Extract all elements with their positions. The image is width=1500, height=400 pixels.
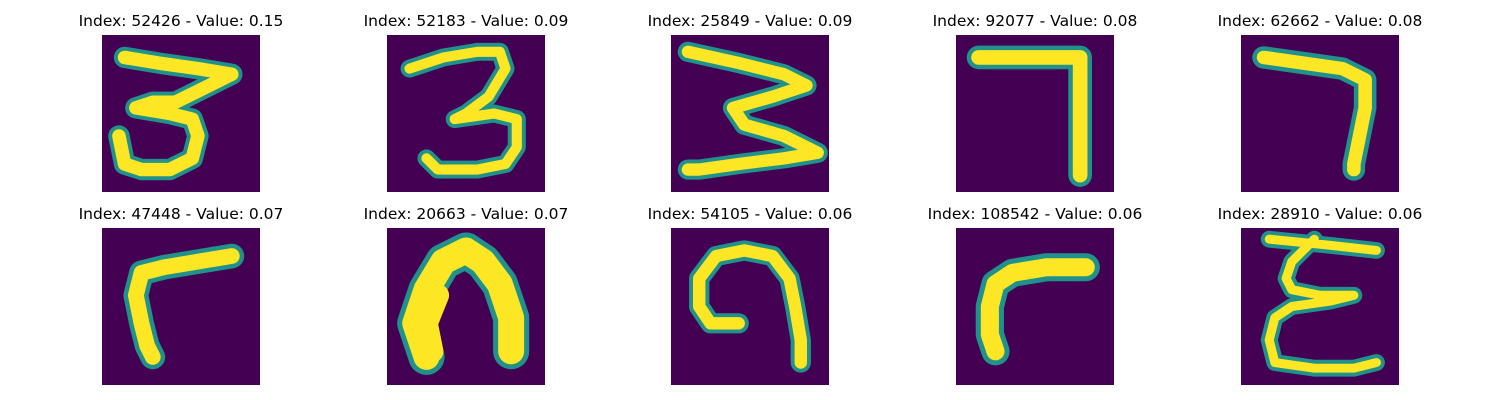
curl-glyph bbox=[689, 240, 811, 373]
digit-image bbox=[671, 35, 829, 192]
digit-7-rotated-glyph bbox=[975, 253, 1100, 366]
digit-3-sideways-glyph bbox=[677, 41, 828, 180]
digit-image bbox=[102, 35, 260, 192]
panel-title: Index: 28910 - Value: 0.06 bbox=[1217, 205, 1423, 223]
panel-title: Index: 54105 - Value: 0.06 bbox=[647, 205, 853, 223]
digit-e-glyph bbox=[1260, 230, 1385, 377]
panel-title: Index: 52426 - Value: 0.15 bbox=[78, 12, 284, 30]
panel-title: Index: 92077 - Value: 0.08 bbox=[932, 12, 1138, 30]
digit-7-glyph bbox=[966, 45, 1092, 187]
panel-title: Index: 62662 - Value: 0.08 bbox=[1217, 12, 1423, 30]
panel-title: Index: 20663 - Value: 0.07 bbox=[363, 205, 569, 223]
panel-title: Index: 47448 - Value: 0.07 bbox=[78, 205, 284, 223]
digit-image bbox=[102, 228, 260, 385]
digit-image bbox=[1241, 35, 1399, 192]
digit-image bbox=[1241, 228, 1399, 385]
digit-7-rotated-glyph bbox=[123, 243, 245, 370]
digit-image bbox=[387, 35, 545, 192]
digit-3-glyph bbox=[108, 46, 243, 181]
digit-image bbox=[387, 228, 545, 385]
panel-title: Index: 108542 - Value: 0.06 bbox=[927, 205, 1143, 223]
digit-image bbox=[671, 228, 829, 385]
arch-glyph bbox=[397, 232, 530, 375]
digit-7-glyph bbox=[1252, 46, 1377, 181]
panel-title: Index: 25849 - Value: 0.09 bbox=[647, 12, 853, 30]
digit-image bbox=[956, 228, 1114, 385]
digit-3-glyph bbox=[400, 42, 526, 179]
panel-title: Index: 52183 - Value: 0.09 bbox=[363, 12, 569, 30]
digit-image bbox=[956, 35, 1114, 192]
